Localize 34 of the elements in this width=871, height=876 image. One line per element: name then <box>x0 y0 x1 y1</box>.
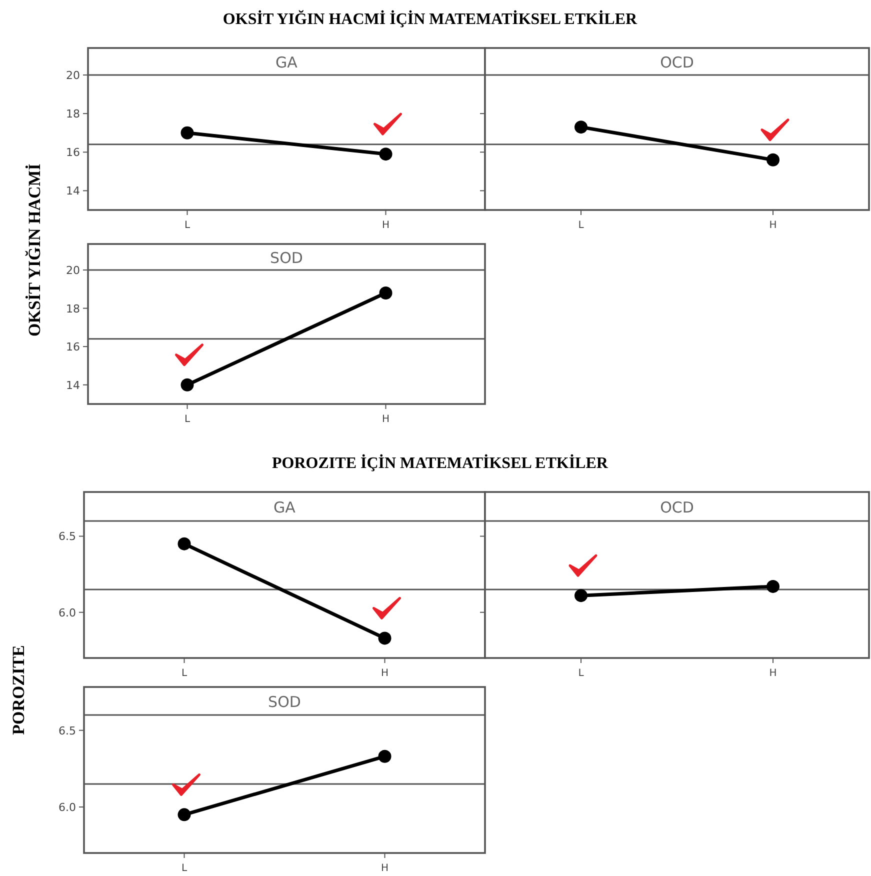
y-axis-title: OKSİT YIĞIN HACMİ <box>25 163 44 336</box>
y-tick-label: 6.0 <box>58 801 76 814</box>
chart-subtitle: OCD <box>660 498 694 516</box>
chart-title: OKSİT YIĞIN HACMİ İÇİN MATEMATİKSEL ETKİLER <box>222 10 638 28</box>
x-tick-label: H <box>769 220 777 231</box>
x-tick-label: L <box>578 668 584 679</box>
y-tick-label: 16 <box>66 146 80 160</box>
chart-subtitle: SOD <box>268 693 301 711</box>
y-tick-label: 20 <box>66 264 80 277</box>
y-tick-label: 6.5 <box>58 724 76 738</box>
y-axis-title: POROZITE <box>9 645 28 735</box>
chart-subtitle: OCD <box>660 54 694 72</box>
y-tick-label: 14 <box>66 378 80 392</box>
x-tick-label: H <box>769 668 777 679</box>
x-tick-label: L <box>578 220 584 231</box>
y-tick-label: 20 <box>66 69 80 82</box>
chart-title: POROZITE İÇİN MATEMATİKSEL ETKİLER <box>272 454 608 472</box>
y-tick-label: 18 <box>66 302 80 316</box>
y-tick-label: 18 <box>66 108 80 121</box>
x-tick-label: H <box>380 668 389 679</box>
y-tick-label: 6.5 <box>58 530 76 544</box>
chart-subtitle: GA <box>276 54 298 72</box>
x-tick-label: L <box>181 863 188 874</box>
x-tick-label: L <box>184 220 190 231</box>
x-tick-label: L <box>184 414 190 425</box>
x-tick-label: L <box>181 668 188 679</box>
chart-subtitle: SOD <box>270 249 303 267</box>
chart-subtitle: GA <box>274 498 296 516</box>
x-tick-label: H <box>382 220 390 231</box>
y-tick-label: 16 <box>66 340 80 354</box>
y-tick-label: 14 <box>66 184 80 198</box>
x-tick-label: H <box>382 414 390 425</box>
x-tick-label: H <box>380 863 389 874</box>
y-tick-label: 6.0 <box>58 606 76 620</box>
